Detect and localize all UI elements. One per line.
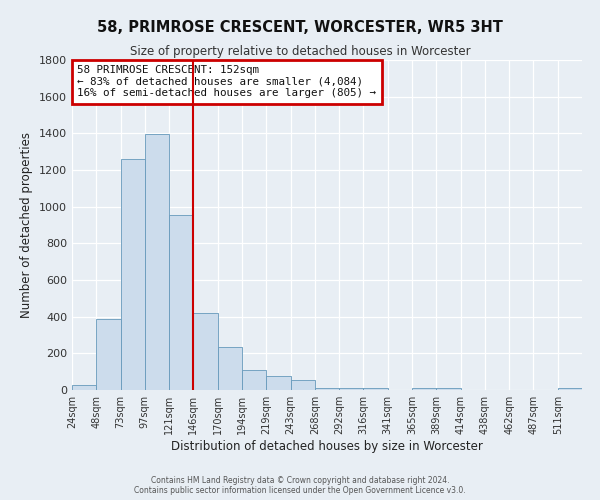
Bar (121, 159, 145, 390)
Bar (364, 388, 388, 390)
X-axis label: Distribution of detached houses by size in Worcester: Distribution of detached houses by size … (171, 440, 483, 453)
Bar (436, 388, 461, 390)
Bar (193, 313, 218, 390)
Bar (266, 376, 290, 390)
Y-axis label: Number of detached properties: Number of detached properties (20, 132, 34, 318)
Bar (339, 388, 364, 390)
Bar (290, 380, 315, 390)
Bar (96, 318, 121, 390)
Bar (242, 370, 266, 390)
Bar (169, 215, 193, 390)
Bar (72, 386, 96, 390)
Text: Size of property relative to detached houses in Worcester: Size of property relative to detached ho… (130, 45, 470, 58)
Bar (218, 347, 242, 390)
Bar (315, 388, 339, 390)
Bar (145, 134, 169, 390)
Bar (412, 388, 436, 390)
Text: Contains HM Land Registry data © Crown copyright and database right 2024.
Contai: Contains HM Land Registry data © Crown c… (134, 476, 466, 495)
Text: 58 PRIMROSE CRESCENT: 152sqm
← 83% of detached houses are smaller (4,084)
16% of: 58 PRIMROSE CRESCENT: 152sqm ← 83% of de… (77, 65, 376, 98)
Bar (558, 388, 582, 390)
Text: 58, PRIMROSE CRESCENT, WORCESTER, WR5 3HT: 58, PRIMROSE CRESCENT, WORCESTER, WR5 3H… (97, 20, 503, 35)
